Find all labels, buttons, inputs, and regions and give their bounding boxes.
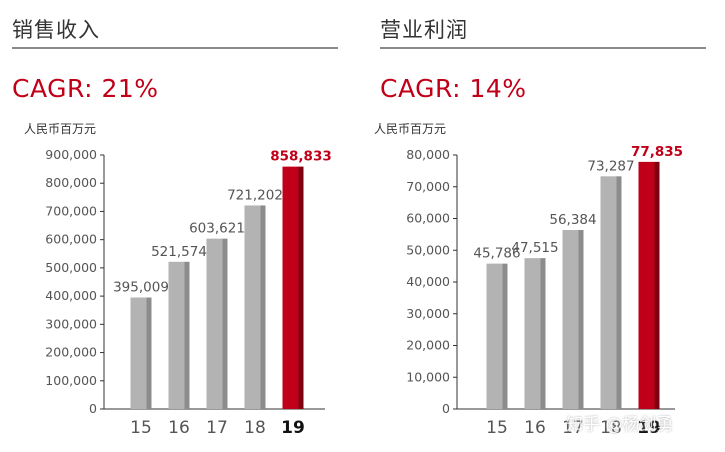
y-tick-label: 70,000 [406,179,450,194]
bar-face [244,205,261,409]
x-tick-label: 18 [600,418,622,438]
bar-side [184,261,190,409]
bar [206,238,228,409]
bar [130,297,152,409]
x-tick-label: 18 [244,418,266,438]
data-label: 77,835 [631,144,683,160]
bar [600,176,622,409]
x-tick-label: 15 [486,418,508,438]
revenue-unit-label: 人民币百万元 [24,122,97,136]
bar-face [638,161,655,409]
revenue-title: 销售收入 [12,18,100,42]
watermark: 知乎 @杨剑勇 [566,415,674,435]
y-tick-label: 10,000 [406,369,450,384]
revenue-divider [12,47,338,49]
bar-side [298,166,304,409]
x-tick-label: 19 [281,418,305,438]
revenue-bar-chart: 0 100,000 200,000 300,000 400,000 500,000 600,… [45,147,332,438]
operating-profit-bar-chart: 0 10,000 20,000 30,000 40,000 50,000 60,000 70,… [406,144,683,438]
data-label: 521,574 [151,244,207,260]
bar-side [146,297,152,409]
bar-side [260,205,266,409]
bar-face [206,238,223,409]
bar-side [540,258,546,409]
y-tick-label: 80,000 [406,147,450,162]
bar [168,261,190,409]
y-tick-label: 60,000 [406,211,450,226]
data-label: 56,384 [549,212,596,228]
operating-profit-cagr: CAGR: 14% [380,74,527,103]
bar-face [168,261,185,409]
data-label: 858,833 [270,149,332,165]
x-tick-label: 16 [168,418,190,438]
bar-side [502,263,508,409]
y-tick-label: 50,000 [406,242,450,257]
x-tick-label: 16 [524,418,546,438]
revenue-panel: 销售收入 CAGR: 21% 人民币百万元 0 100,000 200,000 300… [0,0,350,452]
bar [638,161,660,409]
data-label: 395,009 [113,280,169,296]
bar [244,205,266,409]
y-tick-label: 0 [89,401,97,416]
bar-side [578,229,584,409]
data-label: 47,515 [511,240,558,256]
y-tick-label: 40,000 [406,274,450,289]
x-tick-label: 17 [206,418,228,438]
bar [524,258,546,409]
y-tick-label: 500,000 [45,260,97,275]
bar-face [486,263,503,409]
bar-side [654,161,660,409]
y-tick-label: 30,000 [406,306,450,321]
y-tick-label: 0 [442,401,450,416]
x-tick-label: 19 [637,418,661,438]
bar-side [616,176,622,409]
data-label: 73,287 [587,158,634,174]
operating-profit-title: 营业利润 [380,18,468,42]
y-tick-label: 20,000 [406,338,450,353]
x-tick-label: 17 [562,418,584,438]
x-tick-label: 15 [130,418,152,438]
bar-side [222,238,228,409]
bar [486,263,508,409]
y-tick-label: 400,000 [45,288,97,303]
data-label: 45,786 [473,246,520,262]
bar [562,229,584,409]
bar-face [130,297,147,409]
bar-face [282,166,299,409]
bar [282,166,304,409]
operating-profit-divider [380,47,706,49]
data-label: 721,202 [227,187,283,203]
bar-face [562,229,579,409]
y-tick-label: 700,000 [45,203,97,218]
operating-profit-unit-label: 人民币百万元 [374,122,447,136]
y-tick-label: 200,000 [45,345,97,360]
bar-face [524,258,541,409]
data-label: 603,621 [189,221,245,237]
y-tick-label: 300,000 [45,316,97,331]
y-tick-label: 600,000 [45,232,97,247]
y-tick-label: 800,000 [45,175,97,190]
bar-face [600,176,617,409]
revenue-cagr: CAGR: 21% [12,74,159,103]
y-tick-label: 100,000 [45,373,97,388]
y-tick-label: 900,000 [45,147,97,162]
operating-profit-panel: 营业利润 CAGR: 14% 人民币百万元 0 10,000 20,000 30,00… [368,0,725,452]
